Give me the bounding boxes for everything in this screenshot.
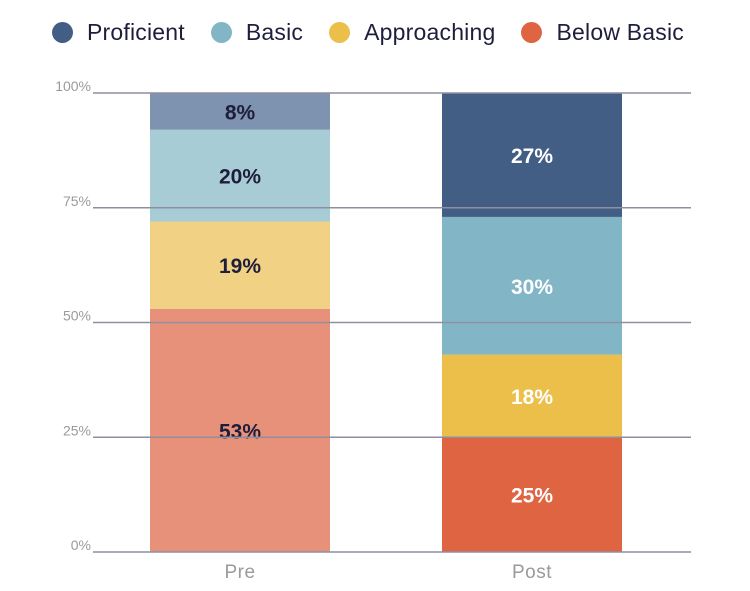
legend-item-basic: Basic: [210, 19, 304, 46]
bar-segment-post-approaching: [442, 354, 622, 438]
bar-segment-pre-approaching: [150, 221, 330, 309]
y-tick-label: 50%: [63, 308, 91, 324]
y-tick-label: 0%: [71, 537, 91, 553]
legend-item-below-basic: Below Basic: [521, 19, 684, 46]
bar-segment-pre-basic: [150, 129, 330, 222]
y-tick-label: 25%: [63, 422, 91, 438]
data-label: 53%: [219, 420, 261, 443]
bar-segment-post-proficient: [442, 93, 622, 217]
data-label: 30%: [511, 276, 553, 299]
data-label: 25%: [511, 485, 553, 508]
legend-label: Basic: [245, 19, 304, 45]
legend-label: Proficient: [87, 19, 185, 45]
data-label: 27%: [511, 145, 553, 168]
data-label: 20%: [219, 166, 261, 189]
legend-swatch: [329, 22, 351, 43]
data-label: 19%: [219, 255, 261, 278]
legend-item-approaching: Approaching: [329, 19, 495, 46]
legend-swatch: [521, 22, 543, 43]
legend-label: Below Basic: [556, 19, 684, 45]
y-tick-label: 75%: [63, 193, 91, 209]
legend-swatch: [52, 22, 73, 43]
x-category-label: Pre: [224, 562, 255, 583]
bar-segment-post-basic: [442, 216, 622, 355]
data-label: 8%: [225, 101, 256, 124]
legend-swatch: [210, 22, 232, 43]
chart-legend: Proficient Basic Approaching Below Basic: [52, 19, 710, 46]
y-tick-label: 100%: [55, 78, 91, 94]
data-label: 18%: [511, 386, 553, 409]
legend-item-proficient: Proficient: [52, 19, 185, 46]
x-category-label: Post: [512, 562, 552, 583]
bar-segment-post-below-basic: [442, 437, 622, 552]
bar-segment-pre-below-basic: [150, 308, 330, 552]
bar-segment-pre-proficient: [150, 93, 330, 130]
legend-label: Approaching: [364, 19, 496, 45]
